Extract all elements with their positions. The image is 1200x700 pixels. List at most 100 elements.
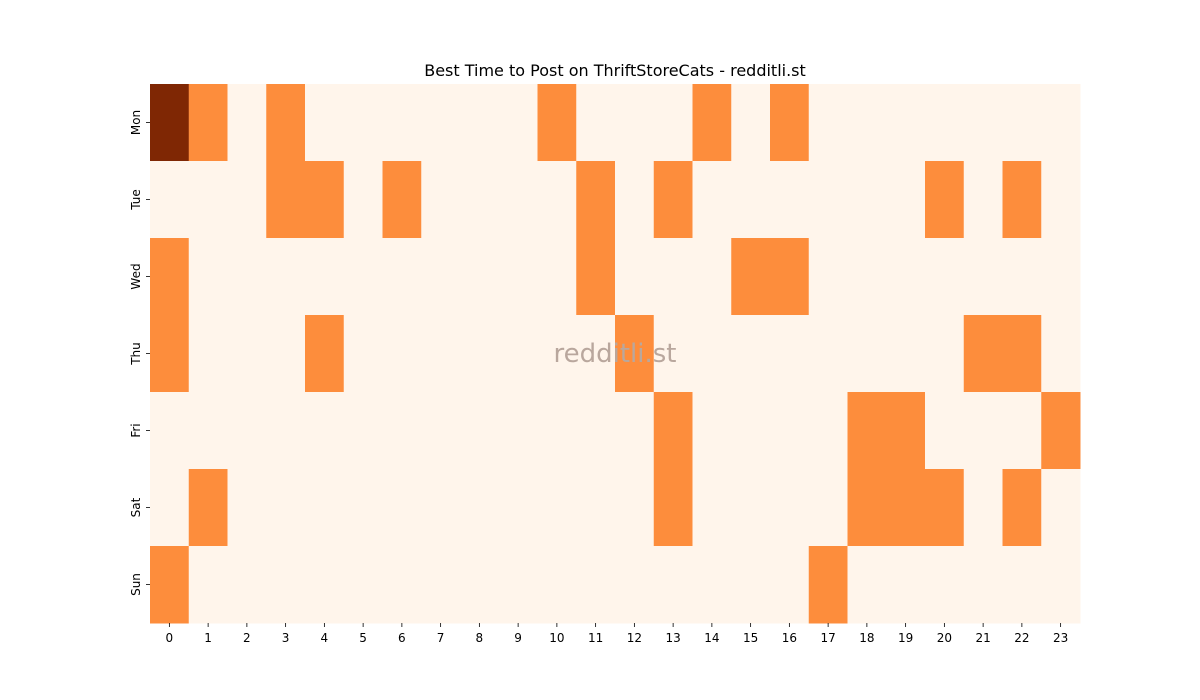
heatmap-cell-tue-15 <box>731 161 771 239</box>
y-tick-label: Thu <box>129 342 143 366</box>
heatmap-cell-mon-7 <box>421 84 461 162</box>
heatmap-cell-sun-0 <box>150 546 190 624</box>
heatmap-cell-thu-15 <box>731 315 771 393</box>
x-tick-label: 13 <box>665 631 680 645</box>
x-tick-label: 2 <box>243 631 251 645</box>
heatmap-cell-tue-3 <box>266 161 306 239</box>
heatmap-cell-sun-6 <box>382 546 422 624</box>
heatmap-cell-mon-19 <box>886 84 926 162</box>
heatmap-cell-fri-6 <box>382 392 422 470</box>
heatmap-cell-sun-11 <box>576 546 616 624</box>
heatmap-cell-wed-3 <box>266 238 306 316</box>
heatmap-cell-sat-22 <box>1002 469 1042 547</box>
heatmap-cell-fri-2 <box>227 392 267 470</box>
heatmap-cell-fri-19 <box>886 392 926 470</box>
heatmap-cell-thu-6 <box>382 315 422 393</box>
heatmap-cell-tue-5 <box>343 161 383 239</box>
heatmap-cell-wed-5 <box>343 238 383 316</box>
heatmap-cell-thu-13 <box>653 315 693 393</box>
heatmap-cell-mon-0 <box>150 84 190 162</box>
heatmap-cell-tue-21 <box>963 161 1003 239</box>
heatmap-cell-sun-8 <box>460 546 500 624</box>
x-tick-label: 0 <box>166 631 174 645</box>
x-axis: 0 1 2 3 4 5 6 7 8 9 10 11 12 13 14 15 16 17 18 19 20 21 22 23 <box>166 623 1068 645</box>
heatmap-cell-sat-17 <box>808 469 848 547</box>
heatmap-cell-sun-14 <box>692 546 732 624</box>
watermark-text: redditli.st <box>554 339 677 369</box>
x-tick-label: 6 <box>398 631 406 645</box>
heatmap-cell-mon-12 <box>615 84 655 162</box>
heatmap-cell-wed-21 <box>963 238 1003 316</box>
y-tick-label: Tue <box>129 189 143 211</box>
heatmap-cell-sat-11 <box>576 469 616 547</box>
heatmap-cell-sat-1 <box>188 469 228 547</box>
heatmap-cell-sat-10 <box>537 469 577 547</box>
heatmap-cell-fri-11 <box>576 392 616 470</box>
x-tick-label: 3 <box>282 631 290 645</box>
x-tick-label: 7 <box>437 631 445 645</box>
heatmap-cell-sun-1 <box>188 546 228 624</box>
heatmap-cell-mon-1 <box>188 84 228 162</box>
heatmap-cell-mon-5 <box>343 84 383 162</box>
heatmap-cell-mon-21 <box>963 84 1003 162</box>
heatmap-cell-fri-4 <box>305 392 345 470</box>
heatmap-cell-tue-17 <box>808 161 848 239</box>
x-tick-label: 15 <box>743 631 758 645</box>
heatmap-cell-wed-22 <box>1002 238 1042 316</box>
x-tick-label: 4 <box>321 631 329 645</box>
heatmap-cell-mon-4 <box>305 84 345 162</box>
heatmap-cell-sat-2 <box>227 469 267 547</box>
heatmap-cell-sun-19 <box>886 546 926 624</box>
heatmap-cell-tue-20 <box>925 161 965 239</box>
heatmap-cell-wed-15 <box>731 238 771 316</box>
heatmap-cell-sun-4 <box>305 546 345 624</box>
heatmap-cell-mon-6 <box>382 84 422 162</box>
heatmap-cell-sun-2 <box>227 546 267 624</box>
heatmap-cell-sat-18 <box>847 469 887 547</box>
heatmap-cell-sun-13 <box>653 546 693 624</box>
heatmap-cell-tue-13 <box>653 161 693 239</box>
heatmap-cell-fri-10 <box>537 392 577 470</box>
heatmap-cell-sat-14 <box>692 469 732 547</box>
heatmap-cell-thu-5 <box>343 315 383 393</box>
heatmap-cell-thu-9 <box>498 315 538 393</box>
heatmap-cell-fri-8 <box>460 392 500 470</box>
heatmap-cell-sat-0 <box>150 469 190 547</box>
heatmap-cell-thu-1 <box>188 315 228 393</box>
heatmap-cell-wed-23 <box>1041 238 1081 316</box>
heatmap-cell-sat-8 <box>460 469 500 547</box>
x-tick-label: 19 <box>898 631 913 645</box>
heatmap-cell-wed-12 <box>615 238 655 316</box>
heatmap-cell-thu-17 <box>808 315 848 393</box>
heatmap-cell-wed-0 <box>150 238 190 316</box>
heatmap-cell-sun-22 <box>1002 546 1042 624</box>
x-tick-label: 23 <box>1053 631 1068 645</box>
heatmap-cell-fri-1 <box>188 392 228 470</box>
heatmap-cell-thu-22 <box>1002 315 1042 393</box>
heatmap-cell-tue-14 <box>692 161 732 239</box>
heatmap-cell-thu-12 <box>615 315 655 393</box>
heatmap-cell-mon-2 <box>227 84 267 162</box>
heatmap-cell-wed-4 <box>305 238 345 316</box>
heatmap-cell-thu-2 <box>227 315 267 393</box>
heatmap-cell-mon-22 <box>1002 84 1042 162</box>
heatmap-cell-sun-23 <box>1041 546 1081 624</box>
heatmap-cell-fri-7 <box>421 392 461 470</box>
heatmap-cell-mon-23 <box>1041 84 1081 162</box>
heatmap-cell-tue-6 <box>382 161 422 239</box>
y-tick-label: Fri <box>129 423 143 437</box>
heatmap-cell-wed-20 <box>925 238 965 316</box>
heatmap-cell-mon-15 <box>731 84 771 162</box>
y-tick-label: Wed <box>129 263 143 289</box>
heatmap-cell-mon-11 <box>576 84 616 162</box>
heatmap-cell-wed-9 <box>498 238 538 316</box>
heatmap-cell-sat-6 <box>382 469 422 547</box>
x-tick-label: 9 <box>514 631 522 645</box>
heatmap-cell-fri-21 <box>963 392 1003 470</box>
x-tick-label: 12 <box>627 631 642 645</box>
heatmap-cell-fri-18 <box>847 392 887 470</box>
heatmap-cell-mon-20 <box>925 84 965 162</box>
heatmap-cell-mon-3 <box>266 84 306 162</box>
heatmap-cell-wed-18 <box>847 238 887 316</box>
heatmap-cell-sat-3 <box>266 469 306 547</box>
